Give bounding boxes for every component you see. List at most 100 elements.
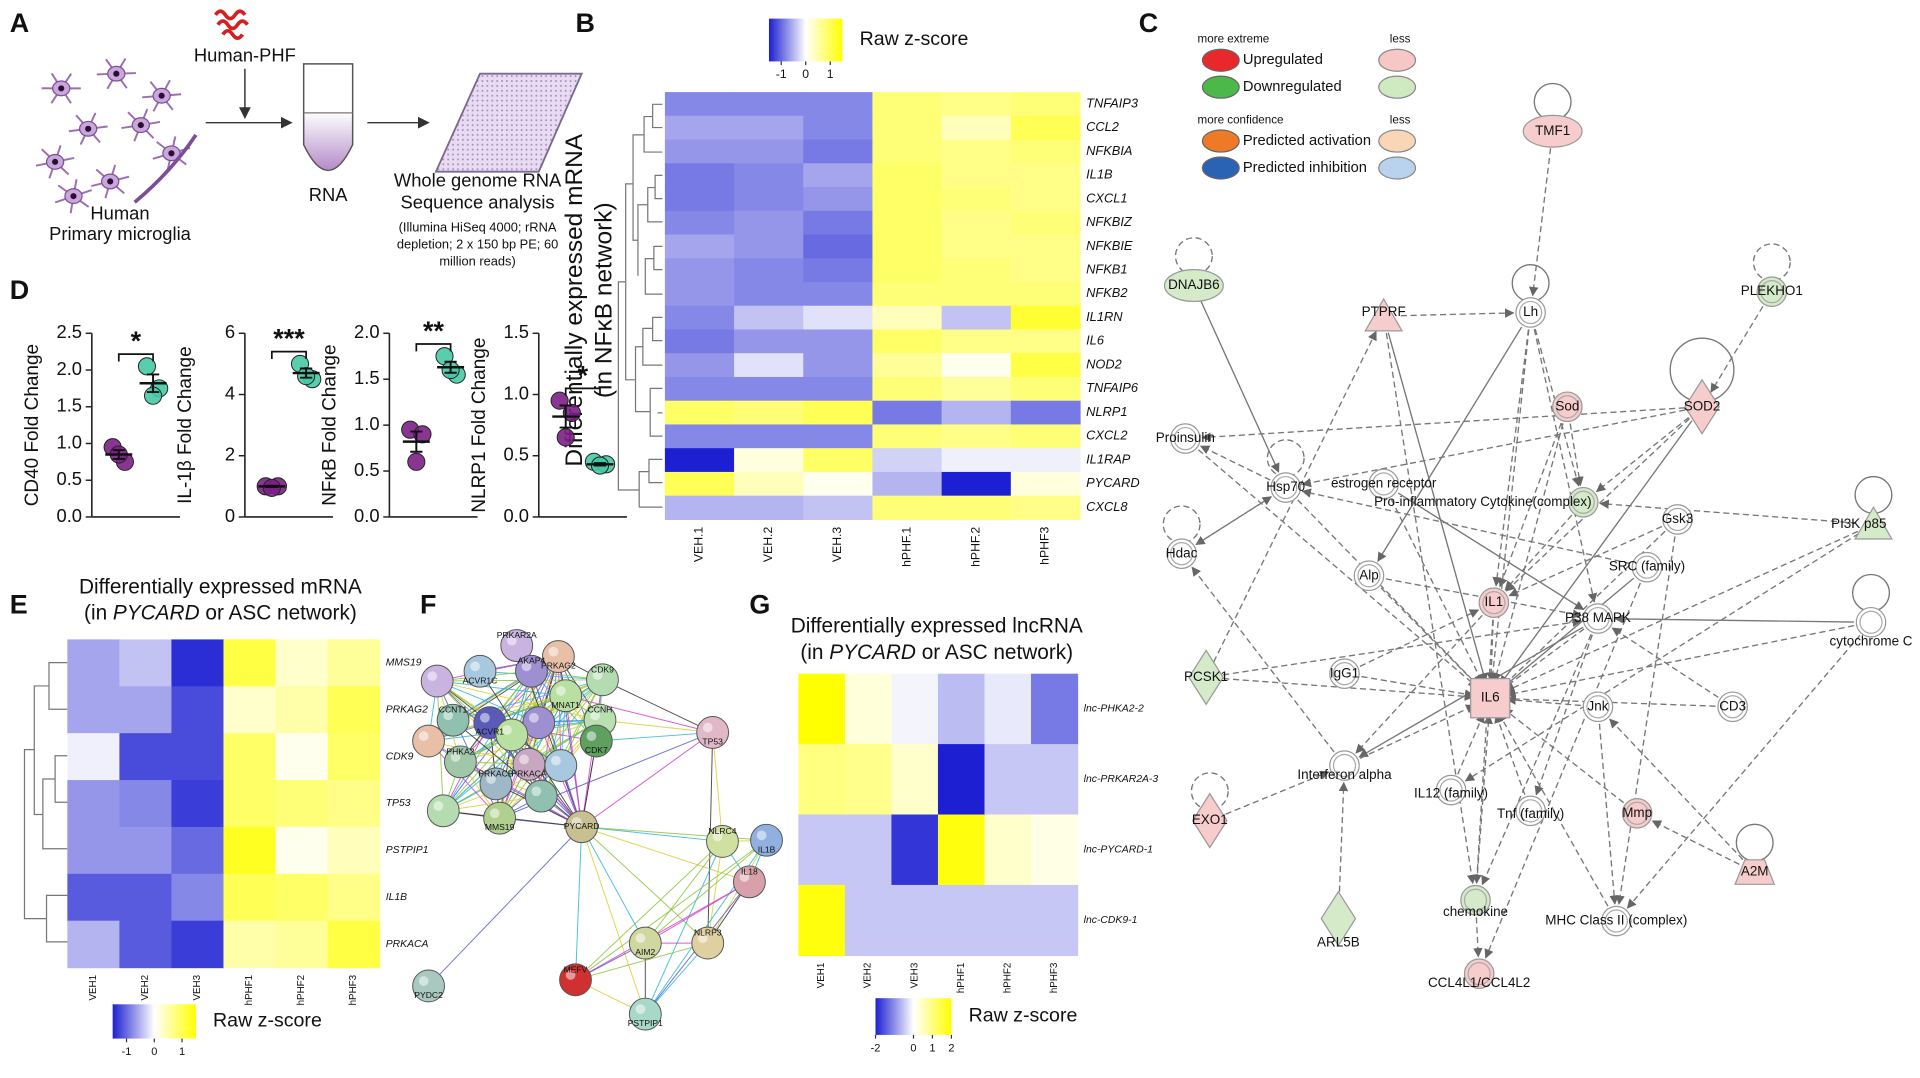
heatmap-cell [664, 281, 735, 307]
heatmap-cell [119, 733, 173, 781]
network-node [1460, 884, 1491, 916]
heatmap-cell [798, 884, 846, 956]
network-node [1170, 423, 1201, 454]
legend-group-title: more confidence [1198, 113, 1284, 126]
y-tick-label: 1.5 [503, 321, 529, 342]
network-node-label: Alp [1359, 567, 1378, 582]
heatmap-cell [171, 639, 225, 687]
string-node [420, 664, 454, 698]
heatmap-cell [941, 210, 1012, 236]
colorbar-tick-label: 0 [151, 1046, 157, 1058]
network-edge [1506, 624, 1855, 698]
heatmap-cell [734, 495, 804, 521]
network-edge [1505, 418, 1691, 592]
network-edge [1611, 627, 1719, 698]
heatmap-cell [664, 305, 735, 331]
heatmap-cell [941, 139, 1012, 164]
heatmap-cell [803, 115, 874, 141]
sequencing-detail: (Illumina HiSeq 4000; rRNA [399, 219, 557, 234]
network-node [1662, 504, 1693, 535]
cell-process [68, 112, 108, 146]
subtitle-part: PYCARD [113, 601, 200, 624]
heatmap-cell [67, 639, 120, 687]
heatmap-cell [171, 733, 225, 781]
network-node-label: Proinsulin [1156, 430, 1215, 445]
legend-less: less [1390, 32, 1411, 45]
y-axis-label: IL-1β Fold Change [175, 346, 196, 503]
heatmap-cell [734, 471, 804, 497]
network-edge [1492, 423, 1564, 683]
network-node [1435, 774, 1467, 806]
string-node-label: ACVR1C [463, 675, 498, 685]
network-edge [1614, 614, 1854, 624]
network-edge [1355, 614, 1483, 754]
network-node-label: Lh [1523, 304, 1538, 319]
network-edge [1533, 329, 1598, 603]
network-edge [1301, 409, 1686, 488]
heatmap-cell [872, 471, 943, 497]
cells-label: Human [90, 202, 149, 223]
self-loop [1162, 505, 1201, 544]
dendrogram [23, 662, 68, 943]
string-node-highlight [418, 731, 429, 742]
string-node-label: MNAT1 [552, 700, 581, 710]
network-node-label: A2M [1741, 864, 1769, 879]
heatmap-cell [327, 733, 381, 781]
network-node-label: EXO1 [1192, 812, 1228, 827]
y-tick-label: 1.0 [354, 413, 380, 434]
network-edge [1197, 449, 1478, 688]
heatmap-cell [941, 495, 1012, 521]
string-node-highlight [418, 976, 429, 986]
network-edge [1400, 308, 1515, 318]
y-tick-label: 2.0 [354, 321, 380, 342]
network-node-ring [1760, 280, 1784, 304]
network-node-label: IL6 [1481, 690, 1500, 705]
heatmap-cell [275, 733, 329, 781]
row-label: TNFAIP3 [1086, 95, 1139, 110]
network-edge [1473, 917, 1483, 958]
network-node-ring [1357, 564, 1381, 588]
string-edge [581, 732, 713, 828]
panel-letter: B [576, 8, 595, 38]
heatmap-cell [941, 448, 1012, 473]
network-node-label: cytochrome C [1830, 633, 1913, 648]
legend-swatch [1201, 129, 1240, 153]
string-edge [707, 841, 723, 944]
network-edge [1626, 634, 1861, 909]
network-node-label: IgG1 [1330, 665, 1359, 680]
heatmap-cell [275, 686, 329, 734]
heatmap-cell [734, 139, 804, 164]
heatmap-cell [872, 400, 943, 426]
string-edge [436, 680, 539, 724]
colorbar [768, 18, 843, 62]
network-edge [1464, 532, 1860, 782]
heatmap-cell [872, 115, 943, 141]
heatmap-cell [1010, 115, 1081, 141]
heatmap-cell [937, 814, 986, 886]
string-node-label: NLRC4 [708, 826, 736, 836]
panel-letter: F [420, 589, 436, 619]
row-label: NLRP1 [1086, 404, 1127, 419]
network-node-ring [1482, 591, 1506, 615]
heatmap-cell [1010, 424, 1081, 449]
heatmap-cell [275, 780, 329, 828]
string-node-highlight [548, 646, 559, 657]
string-node-label: PRKACB [478, 768, 514, 778]
network-node-ring [1518, 799, 1543, 823]
panel-letter: G [749, 589, 770, 619]
network-edge [1484, 582, 1642, 959]
y-tick-label: 1.0 [57, 431, 83, 452]
cell-process [91, 164, 130, 199]
self-loop [1851, 573, 1891, 612]
network-node [1631, 551, 1663, 583]
colorbar-tick-label: 0 [910, 1042, 916, 1054]
network-edge [1297, 499, 1479, 687]
string-edge [712, 732, 723, 842]
self-loop [1174, 237, 1213, 276]
heatmap-cell [803, 400, 874, 426]
row-label: PRKACA [386, 939, 429, 950]
heatmap-cell [734, 448, 804, 473]
string-node-highlight [443, 710, 454, 721]
heatmap-cell [223, 733, 277, 781]
heatmap-cell [1010, 92, 1081, 117]
